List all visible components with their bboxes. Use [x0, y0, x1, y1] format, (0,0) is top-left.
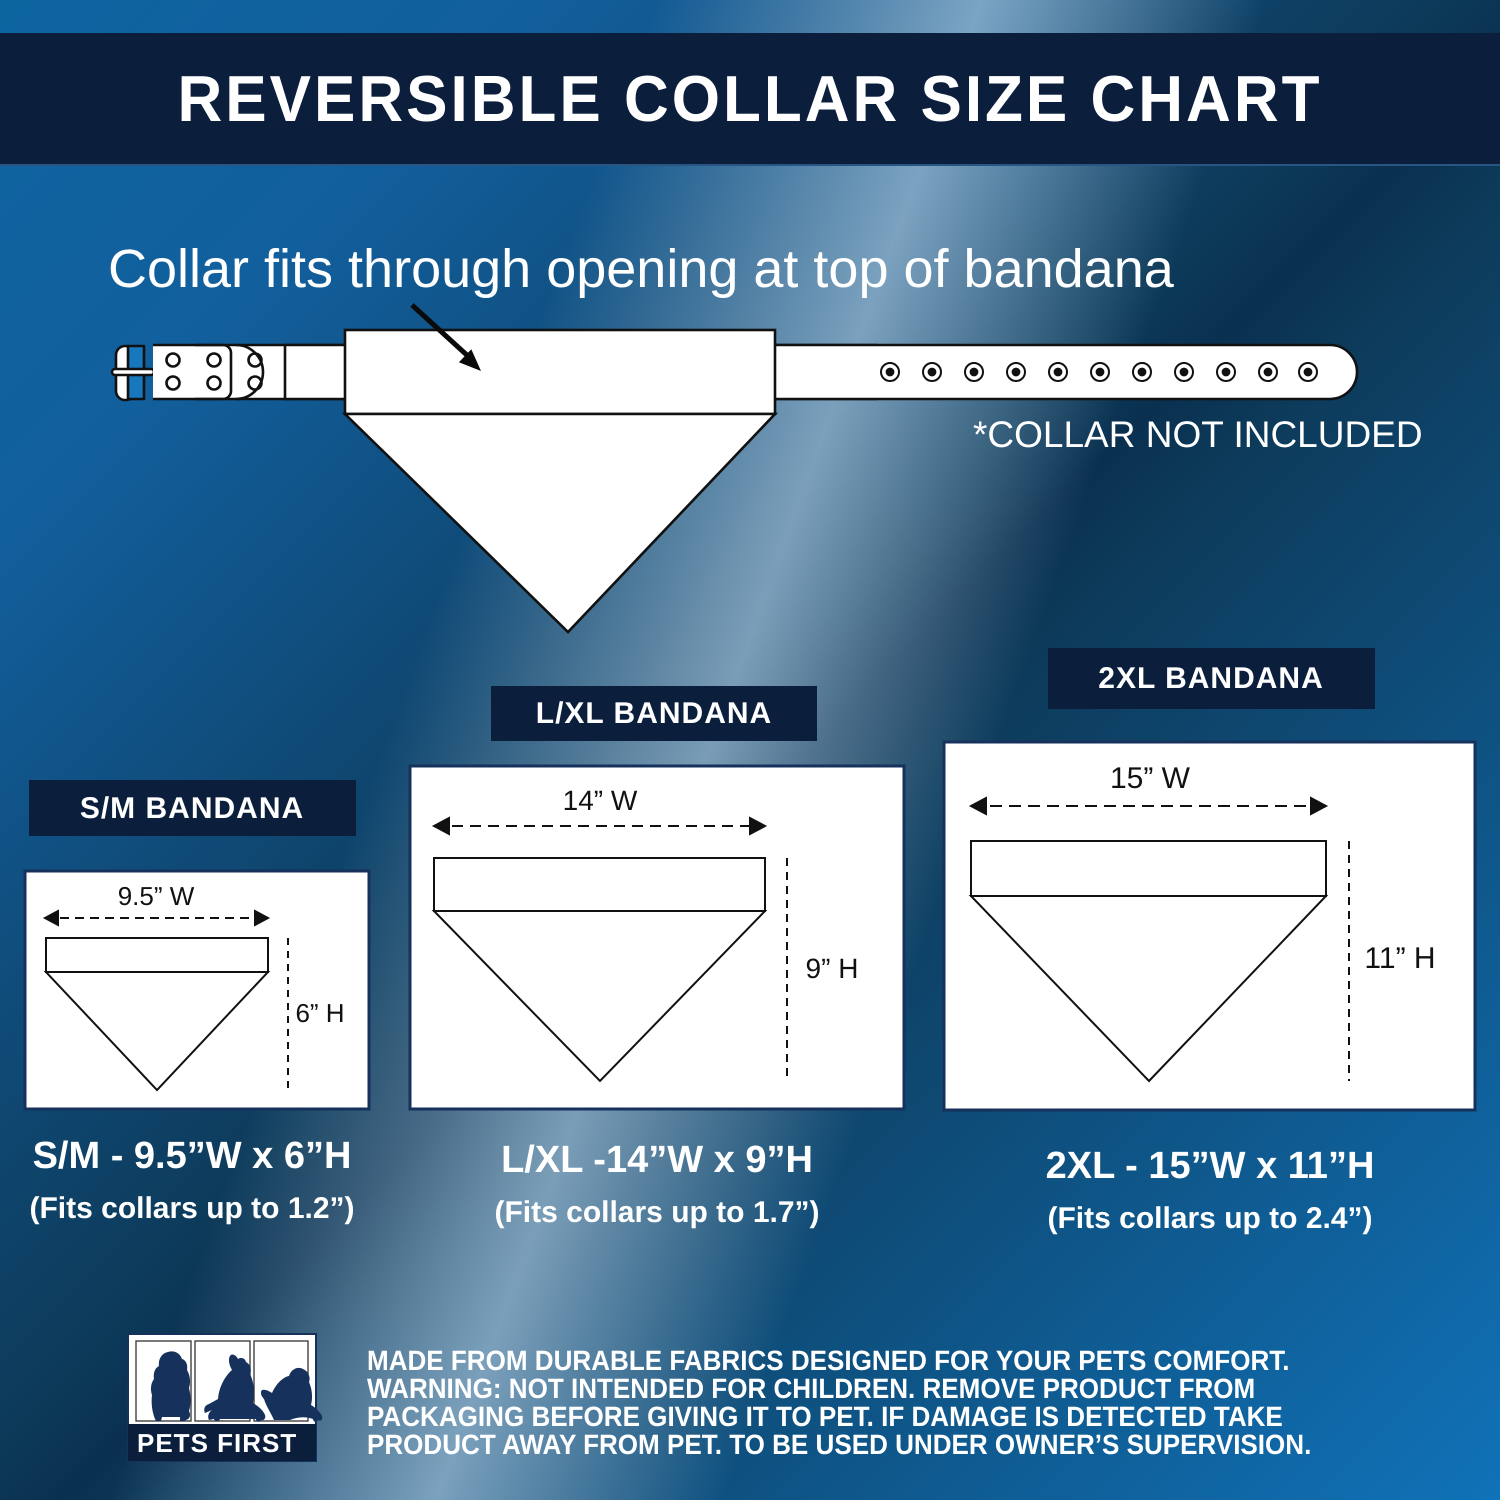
svg-text:9” H: 9” H — [806, 953, 859, 984]
svg-text:PRODUCT AWAY FROM PET. TO BE U: PRODUCT AWAY FROM PET. TO BE USED UNDER … — [367, 1429, 1311, 1460]
svg-text:6” H: 6” H — [295, 998, 344, 1028]
svg-text:S/M - 9.5”W x 6”H: S/M - 9.5”W x 6”H — [33, 1135, 352, 1177]
svg-text:9.5” W: 9.5” W — [118, 881, 195, 911]
svg-text:WARNING: NOT INTENDED FOR: WARNING: NOT INTENDED FOR CHILDREN. REMO… — [367, 1373, 1255, 1404]
svg-text:15” W: 15” W — [1110, 762, 1191, 795]
svg-text:L/XL BANDANA: L/XL BANDANA — [536, 697, 772, 730]
svg-text:2XL BANDANA: 2XL BANDANA — [1098, 662, 1323, 695]
svg-text:*COLLAR NOT INCLUDED: *COLLAR NOT INCLUDED — [973, 414, 1423, 455]
svg-text:PETS FIRST: PETS FIRST — [137, 1428, 297, 1458]
svg-text:(Fits collars up to 1.2”): (Fits collars up to 1.2”) — [29, 1192, 354, 1225]
svg-text:L/XL -14”W x 9”H: L/XL -14”W x 9”H — [501, 1139, 813, 1181]
svg-text:14” W: 14” W — [563, 785, 638, 816]
svg-text:11” H: 11” H — [1364, 942, 1435, 975]
svg-text:PACKAGING BEFORE GIVING IT TO: PACKAGING BEFORE GIVING IT TO PET. IF DA… — [367, 1401, 1283, 1432]
svg-text:(Fits collars up to 2.4”): (Fits collars up to 2.4”) — [1047, 1202, 1372, 1235]
svg-text:(Fits collars up to 1.7”): (Fits collars up to 1.7”) — [494, 1196, 819, 1229]
svg-text:S/M BANDANA: S/M BANDANA — [80, 792, 304, 825]
svg-text:MADE FROM DURABLE FABRICS DESI: MADE FROM DURABLE FABRICS DESIGNED FOR Y… — [367, 1345, 1290, 1376]
svg-text:2XL - 15”W x 11”H: 2XL - 15”W x 11”H — [1046, 1145, 1375, 1187]
